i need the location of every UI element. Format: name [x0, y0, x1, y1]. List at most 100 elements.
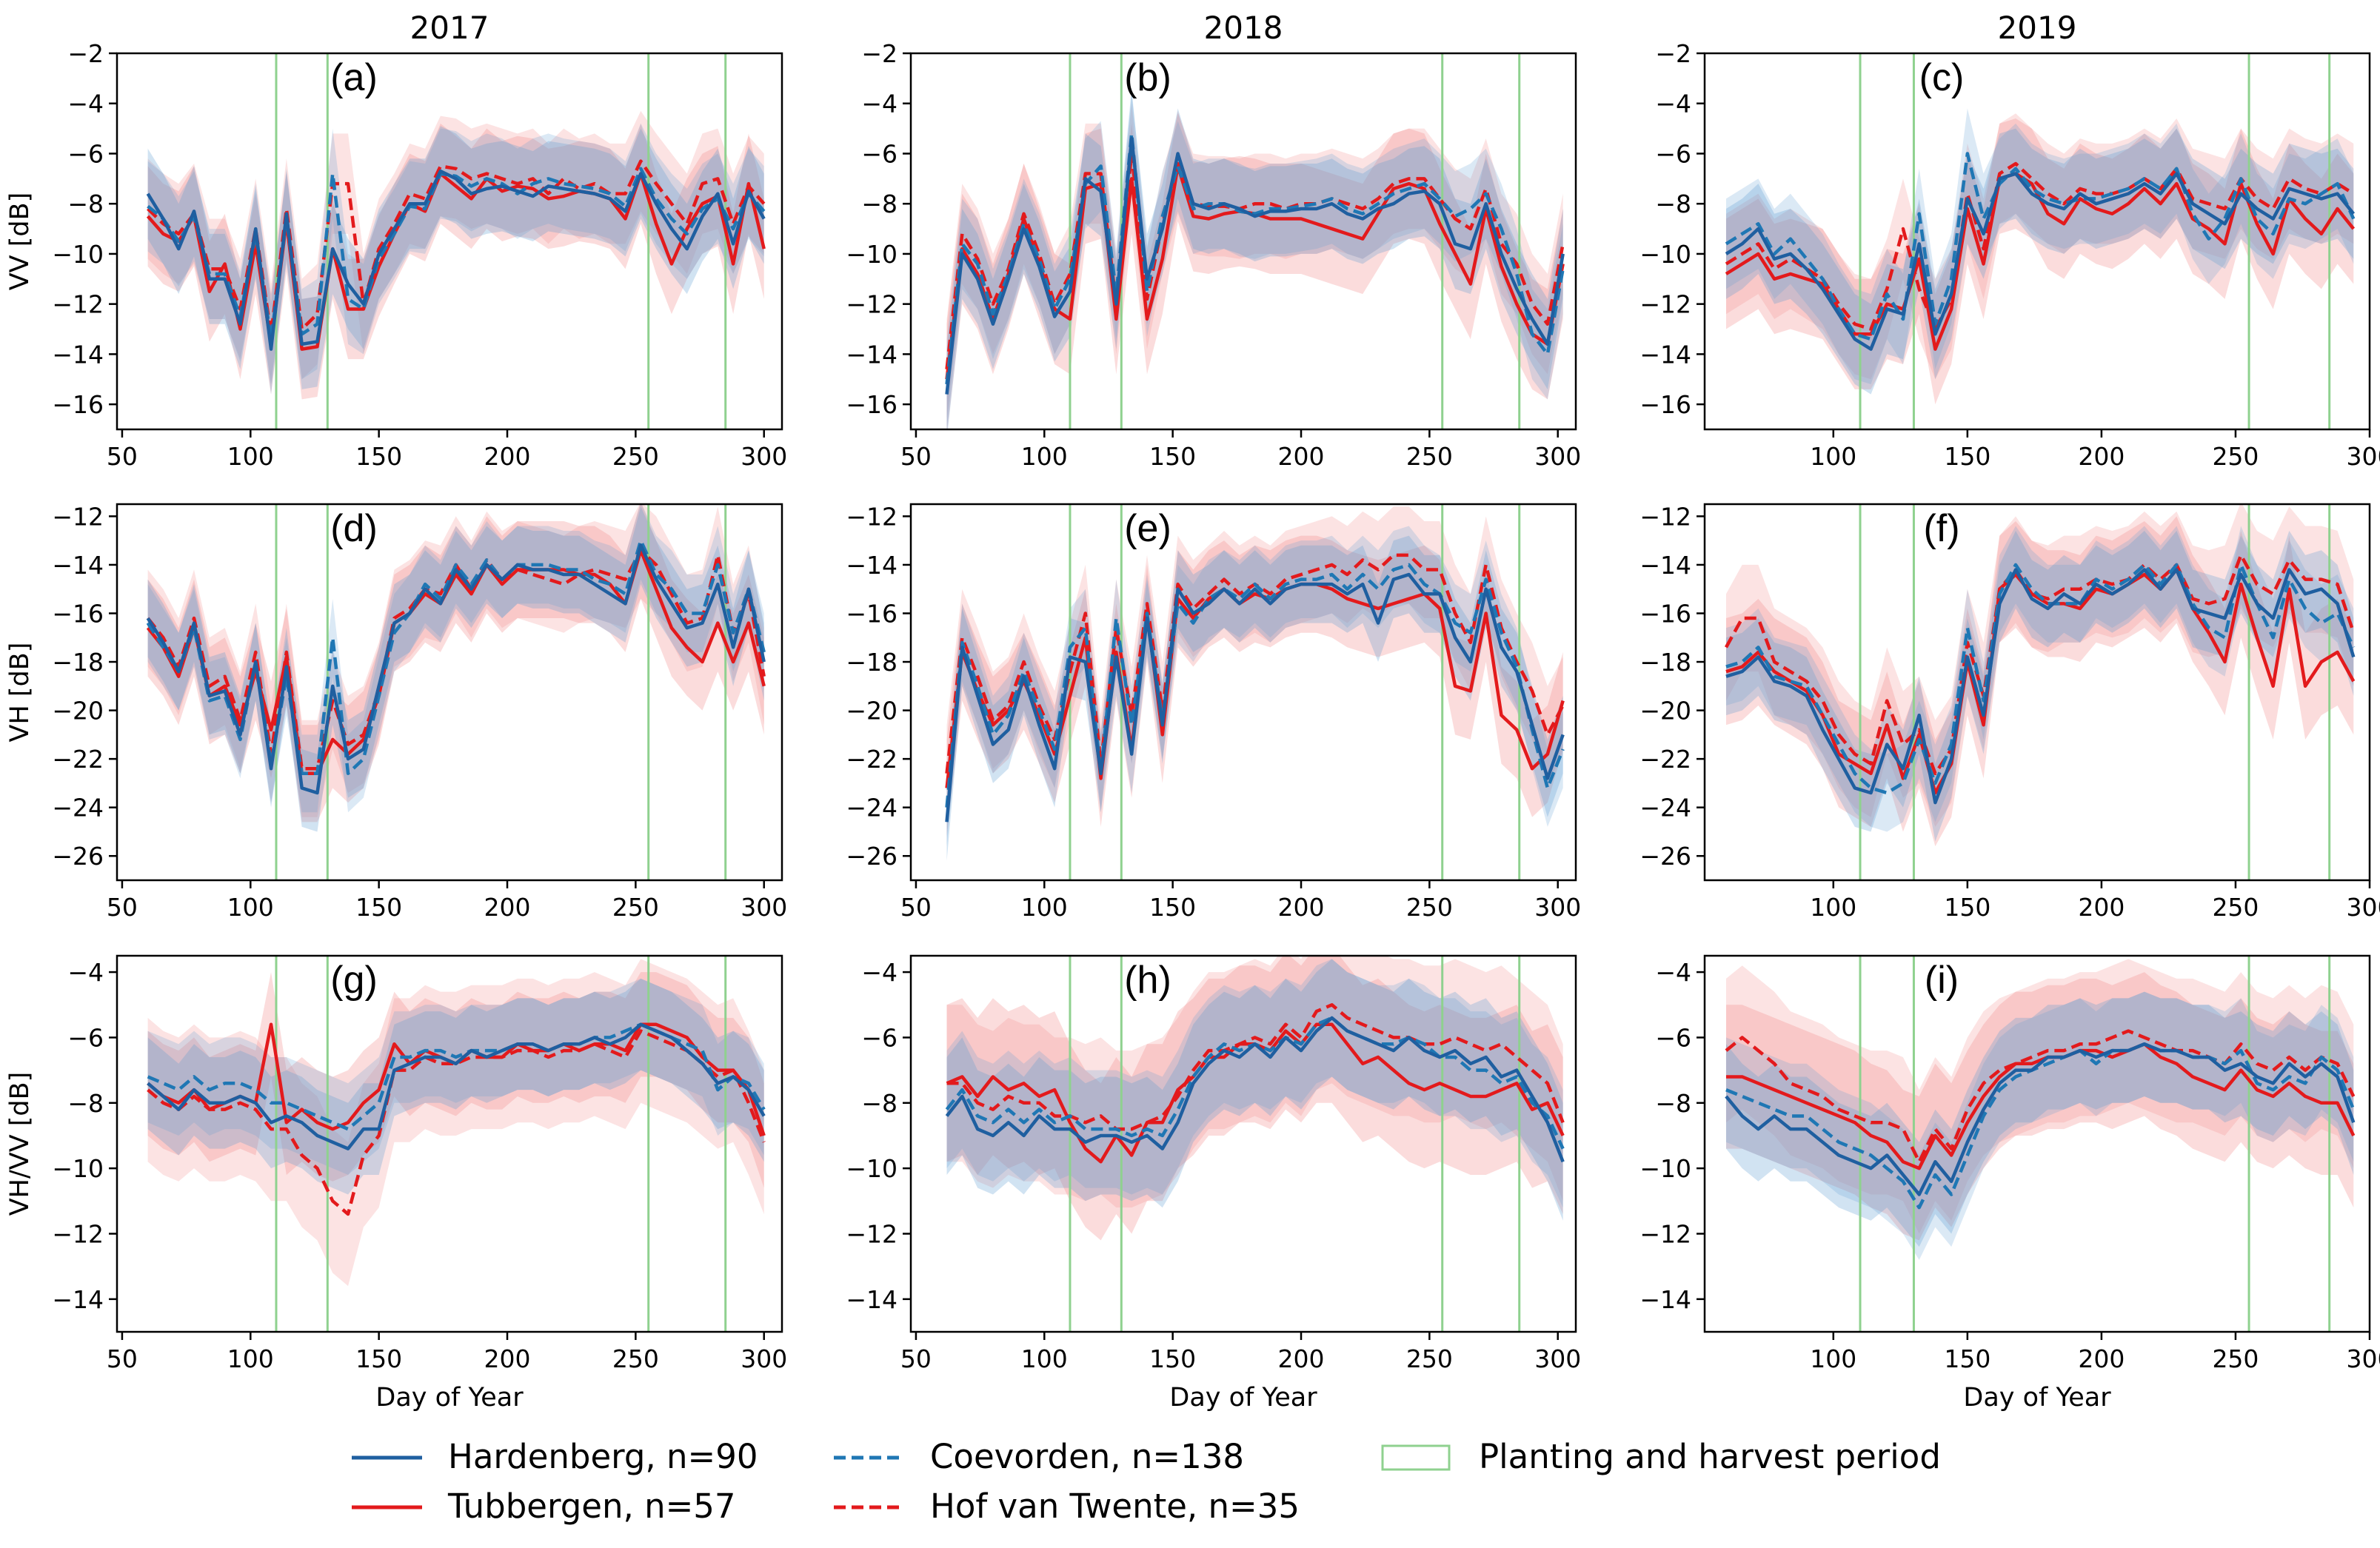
x-tick-label: 250 [1406, 1344, 1453, 1373]
band-tubbergen [1725, 118, 2354, 405]
y-tick-label: −6 [861, 1023, 897, 1052]
x-tick-label: 250 [1406, 893, 1453, 922]
band-hardenberg [147, 978, 764, 1195]
series-line-hardenberg [945, 136, 1565, 395]
panel-label: (a) [330, 56, 378, 99]
y-tick-label: −12 [846, 290, 897, 319]
legend: Hardenberg, n=90 Coevorden, n=138 Planting… [352, 1437, 1941, 1526]
y-tick-label: −26 [846, 842, 897, 871]
panel-label: (d) [330, 507, 378, 550]
y-tick-label: −4 [861, 958, 897, 987]
series-line-hardenberg [1725, 568, 2356, 805]
series-line-hardenberg [1725, 1042, 2356, 1196]
x-tick-label: 150 [1149, 1344, 1196, 1373]
y-tick-label: −4 [67, 90, 104, 118]
plot-area [1725, 956, 2356, 1332]
band-hof-van-twente [147, 110, 764, 385]
band-hardenberg [1725, 128, 2354, 395]
y-tick-label: −22 [846, 745, 897, 774]
y-tick-label: −16 [1639, 599, 1691, 628]
y-tick-label: −12 [1639, 290, 1691, 319]
legend-item-hof-van-twente: Hof van Twente, n=35 [834, 1487, 1300, 1526]
panel-label: (i) [1925, 959, 1959, 1002]
x-axis-title: Day of Year [1963, 1383, 2111, 1413]
legend-label: Planting and harvest period [1479, 1437, 1941, 1476]
x-tick-label: 100 [227, 1344, 274, 1373]
axes-frame [909, 52, 1577, 431]
legend-label: Hardenberg, n=90 [448, 1437, 758, 1476]
y-tick-label: −8 [1655, 1089, 1691, 1118]
x-tick-label: 150 [355, 1344, 402, 1373]
legend-item-tubbergen: Tubbergen, n=57 [352, 1487, 736, 1526]
y-tick-label: −16 [846, 599, 897, 628]
y-tick-label: −22 [1639, 745, 1691, 774]
y-tick-label: −20 [1639, 697, 1691, 726]
panel-b: 50 100 150 200 250 300 −16 −14 −12 −10 −8 −6 −4 −2 (b) [846, 39, 1581, 471]
band-tubbergen [1725, 972, 2354, 1241]
column-title-2018: 2018 [1204, 10, 1283, 46]
x-tick-label: 100 [1021, 893, 1068, 922]
series-line-tubbergen [945, 582, 1565, 788]
plot-area [945, 53, 1565, 429]
band-hardenberg [946, 959, 1563, 1221]
panel-h: 50 100 150 200 250 300 −14 −12 −10 −8 −6 −4 (h) Day o… [846, 954, 1581, 1413]
x-tick-label: 250 [2212, 1344, 2259, 1373]
x-tick-label: 100 [1810, 442, 1856, 471]
x-tick-label: 200 [2078, 893, 2125, 922]
y-tick-label: −26 [1639, 842, 1691, 871]
y-tick-label: −24 [1639, 794, 1691, 822]
x-tick-label: 150 [355, 442, 402, 471]
legend-label: Hof van Twente, n=35 [930, 1487, 1300, 1526]
band-coevorden [147, 978, 764, 1175]
y-tick-label: −16 [1639, 390, 1691, 419]
y-tick-label: −12 [52, 502, 104, 531]
axes-frame [909, 954, 1577, 1333]
y-tick-label: −2 [67, 39, 104, 68]
x-tick-label: 100 [1810, 1344, 1856, 1373]
x-tick-label: 150 [1944, 1344, 1990, 1373]
panel-c: 100 150 200 250 300 −16 −14 −12 −10 −8 −6 −4 −2 (c) [1639, 39, 2380, 471]
series-line-hardenberg [147, 1022, 766, 1150]
y-tick-label: −6 [67, 139, 104, 168]
y-tick-label: −26 [52, 842, 104, 871]
x-tick-label: 150 [1149, 442, 1196, 471]
x-tick-label: 300 [741, 442, 787, 471]
band-hof-van-twente [1725, 504, 2354, 827]
y-tick-label: −24 [52, 794, 104, 822]
y-tick-label: −4 [1655, 90, 1691, 118]
y-axis-title: VV [dB] [5, 192, 35, 291]
panel-label: (f) [1923, 507, 1959, 550]
x-tick-label: 300 [1534, 1344, 1581, 1373]
x-tick-label: 150 [1944, 893, 1990, 922]
axes-frame [116, 52, 783, 431]
x-tick-label: 200 [1278, 1344, 1325, 1373]
band-tubbergen [147, 972, 764, 1188]
legend-item-coevorden: Coevorden, n=138 [834, 1437, 1244, 1476]
y-tick-label: −10 [1639, 1154, 1691, 1183]
y-tick-label: −18 [1639, 648, 1691, 677]
y-tick-label: −18 [52, 648, 104, 677]
x-tick-label: 100 [227, 442, 274, 471]
y-tick-label: −10 [52, 1154, 104, 1183]
y-tick-label: −24 [846, 794, 897, 822]
axes-frame [116, 503, 783, 882]
y-tick-label: −12 [846, 1219, 897, 1248]
y-tick-label: −14 [846, 1285, 897, 1314]
x-tick-label: 50 [900, 893, 932, 922]
band-tubbergen [946, 956, 1563, 1241]
x-tick-label: 200 [2078, 442, 2125, 471]
y-tick-label: −4 [1655, 958, 1691, 987]
x-tick-label: 300 [1534, 442, 1581, 471]
x-tick-label: 200 [2078, 1344, 2125, 1373]
y-tick-label: −14 [52, 551, 104, 580]
y-tick-label: −12 [1639, 502, 1691, 531]
y-tick-label: −10 [1639, 240, 1691, 269]
y-tick-label: −2 [1655, 39, 1691, 68]
y-tick-label: −10 [846, 1154, 897, 1183]
legend-label: Coevorden, n=138 [930, 1437, 1244, 1476]
panel-a: 50 100 150 200 250 300 −16 −14 −12 −10 −8 −6 −4 −2 (a)… [5, 39, 787, 471]
axes-frame [1703, 503, 2371, 882]
x-tick-label: 50 [107, 893, 138, 922]
band-hof-van-twente [1725, 959, 2354, 1234]
